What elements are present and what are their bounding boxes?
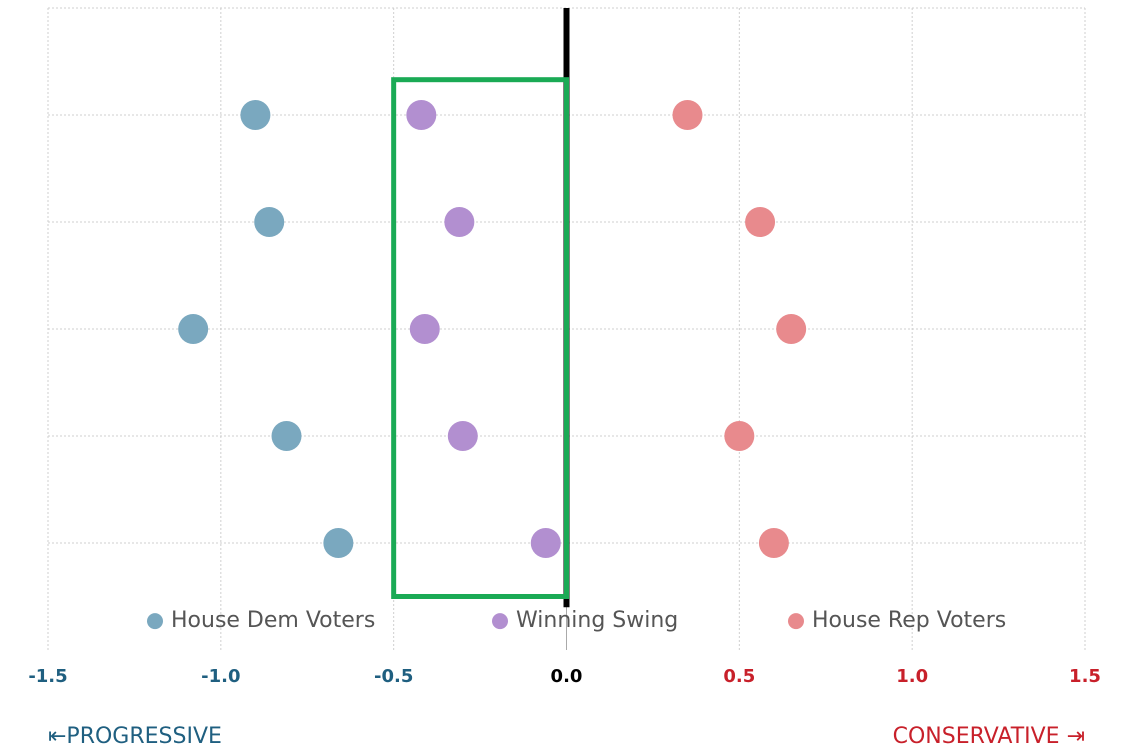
x-tick-label: 1.5 (1069, 666, 1101, 687)
dot (447, 421, 478, 451)
legend-label: House Rep Voters (812, 608, 1006, 633)
legend-marker (492, 613, 508, 630)
dot (271, 421, 302, 451)
legend-marker (147, 613, 163, 630)
annotation-right: CONSERVATIVE ⇥ (893, 724, 1085, 749)
annotation-left: ⇤PROGRESSIVE (48, 724, 222, 749)
x-tick-label: 1.0 (896, 666, 928, 687)
dot (724, 421, 755, 451)
x-tick-label: 0.0 (551, 666, 583, 687)
dot (178, 314, 209, 344)
dot (254, 207, 285, 237)
x-tick-label: -1.5 (28, 666, 67, 687)
legend-label: Winning Swing (516, 608, 678, 633)
dot (406, 100, 437, 130)
dot (530, 528, 561, 558)
legend-label: House Dem Voters (171, 608, 375, 633)
dot (240, 100, 271, 130)
x-tick-label: -1.0 (201, 666, 240, 687)
dot (672, 100, 703, 130)
highlight-box (391, 77, 569, 599)
legend-marker (788, 613, 804, 630)
dot (323, 528, 354, 558)
dot (758, 528, 789, 558)
dot (444, 207, 475, 237)
x-tick-label: -0.5 (374, 666, 413, 687)
dot (745, 207, 776, 237)
dot (776, 314, 807, 344)
x-tick-label: 0.5 (723, 666, 755, 687)
dot (409, 314, 440, 344)
